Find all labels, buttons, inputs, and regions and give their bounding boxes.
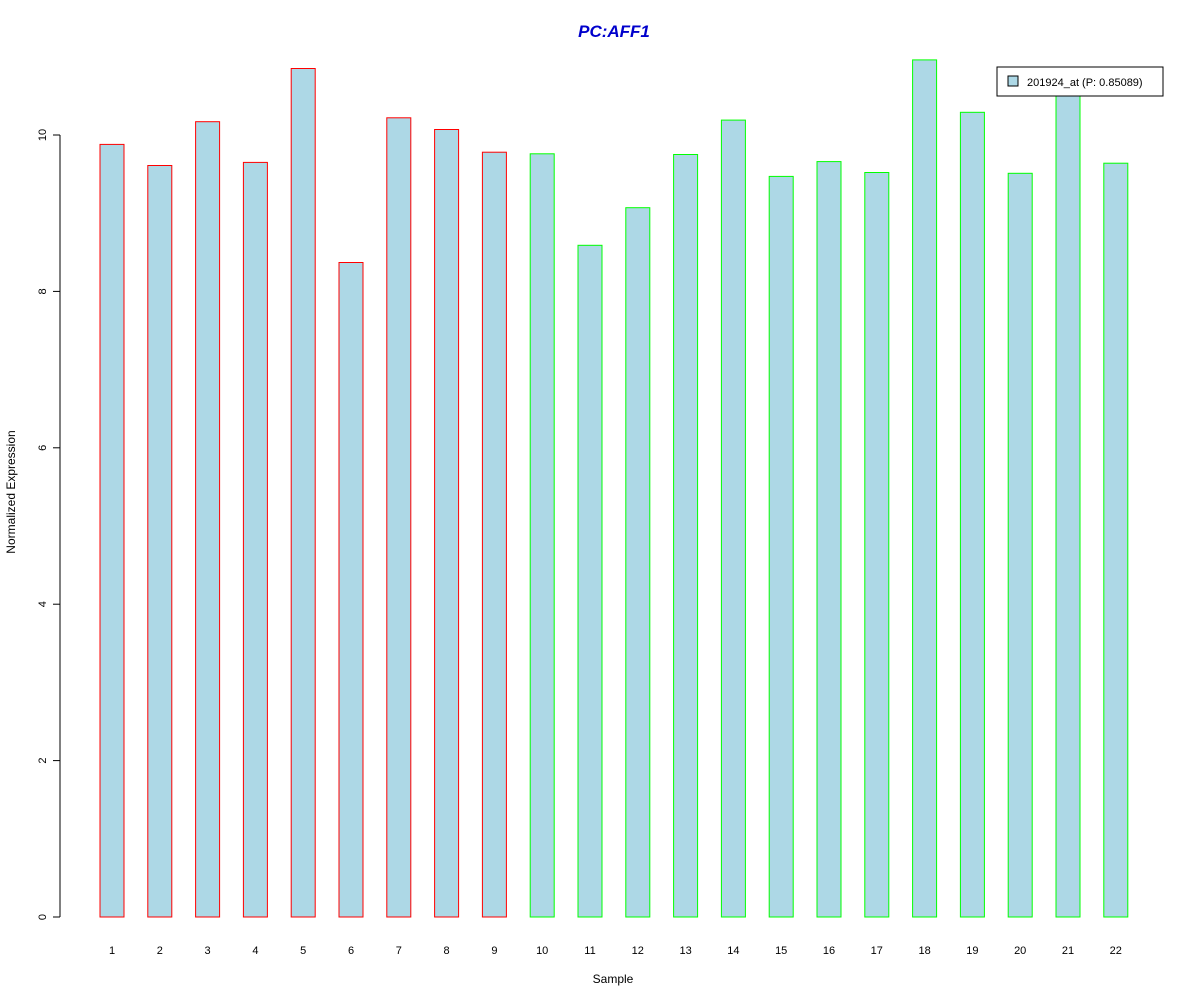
x-tick-label: 14 [727,945,739,957]
bar-sample-9 [481,151,507,918]
bar-sample-4 [242,161,268,918]
y-axis: 0 2 4 6 8 10 [37,129,61,920]
y-tick-label: 2 [37,758,49,764]
x-tick-label: 19 [966,945,978,957]
bar-sample-20 [1007,172,1033,918]
bar-sample-15 [768,175,794,918]
x-tick-label: 16 [823,945,835,957]
x-tick-label: 2 [157,945,163,957]
x-tick-label: 17 [871,945,883,957]
bar-sample-2 [147,165,173,918]
y-tick-label: 0 [37,914,49,920]
y-tick-label: 4 [37,601,49,607]
bar-sample-17 [864,172,890,918]
bar-sample-14 [720,119,746,918]
legend-swatch [1007,75,1019,87]
bar-sample-21 [1055,93,1081,918]
x-tick-label: 22 [1110,945,1122,957]
bars [99,59,1129,918]
bar-sample-10 [529,153,555,918]
bar-sample-11 [577,244,603,918]
bar-sample-1 [99,143,125,918]
x-tick-labels: 1 2 3 4 5 6 7 8 9 10 11 12 13 14 15 16 17 18 19 20 21 22 [109,945,1122,957]
x-tick-label: 11 [584,945,595,957]
y-tick-label: 8 [37,288,49,294]
x-tick-label: 20 [1014,945,1026,957]
bar-sample-22 [1103,162,1129,918]
x-tick-label: 5 [300,945,306,957]
y-tick-label: 6 [37,445,49,451]
bar-sample-5 [290,68,316,918]
chart-title: PC:AFF1 [578,22,650,41]
bar-sample-6 [338,262,364,918]
x-axis-label: Sample [593,972,634,986]
x-tick-label: 4 [252,945,258,957]
x-tick-label: 9 [491,945,497,957]
legend-entry-label: 201924_at (P: 0.85089) [1027,77,1143,89]
x-tick-label: 1 [109,945,115,957]
bar-sample-3 [195,121,221,918]
x-tick-label: 8 [444,945,450,957]
x-tick-label: 10 [536,945,548,957]
x-tick-label: 12 [632,945,644,957]
bar-sample-13 [673,154,699,918]
x-tick-label: 15 [775,945,787,957]
y-axis-label: Normalized Expression [4,430,18,553]
x-tick-label: 6 [348,945,354,957]
x-tick-label: 13 [679,945,691,957]
bar-sample-19 [959,111,985,918]
legend: 201924_at (P: 0.85089) [996,66,1164,97]
x-tick-label: 21 [1062,945,1074,957]
x-tick-label: 7 [396,945,402,957]
x-tick-label: 18 [918,945,930,957]
bar-sample-18 [912,59,938,918]
bar-sample-8 [434,129,460,918]
bar-sample-7 [386,117,412,918]
bar-sample-12 [625,207,651,918]
bar-sample-16 [816,161,842,918]
y-tick-label: 10 [37,129,49,141]
legend-box [996,66,1164,97]
x-tick-label: 3 [205,945,211,957]
